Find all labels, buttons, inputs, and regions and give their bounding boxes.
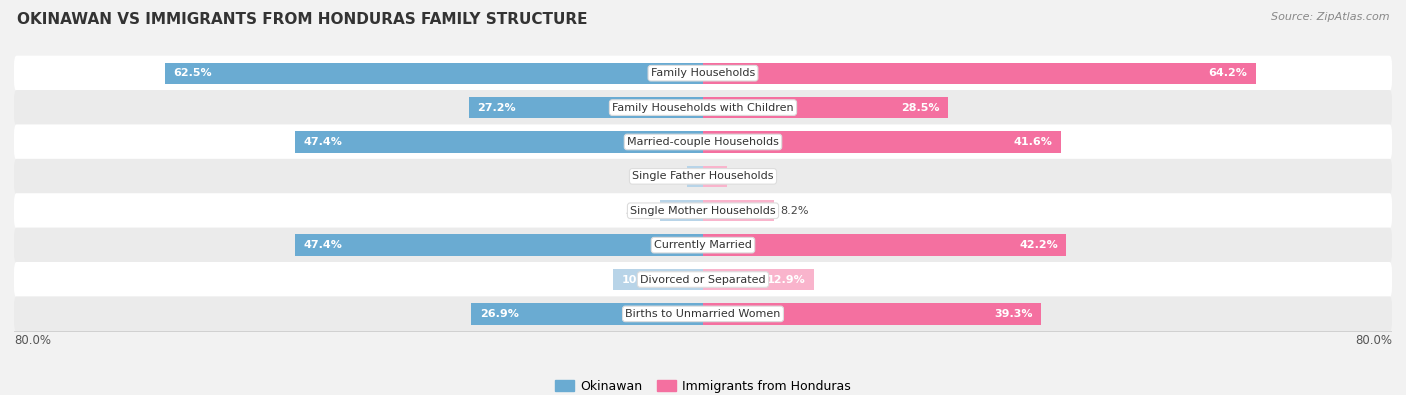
Bar bbox=[703, 97, 949, 118]
Text: 47.4%: 47.4% bbox=[304, 137, 342, 147]
FancyBboxPatch shape bbox=[14, 296, 1392, 331]
Bar bbox=[703, 303, 1042, 325]
Text: 28.5%: 28.5% bbox=[901, 103, 939, 113]
FancyBboxPatch shape bbox=[14, 124, 1392, 160]
Text: 8.2%: 8.2% bbox=[780, 206, 808, 216]
Text: Married-couple Households: Married-couple Households bbox=[627, 137, 779, 147]
Text: 41.6%: 41.6% bbox=[1014, 137, 1053, 147]
Text: 42.2%: 42.2% bbox=[1019, 240, 1057, 250]
Text: Divorced or Separated: Divorced or Separated bbox=[640, 275, 766, 284]
Text: OKINAWAN VS IMMIGRANTS FROM HONDURAS FAMILY STRUCTURE: OKINAWAN VS IMMIGRANTS FROM HONDURAS FAM… bbox=[17, 12, 588, 27]
Text: Currently Married: Currently Married bbox=[654, 240, 752, 250]
FancyBboxPatch shape bbox=[14, 228, 1392, 263]
Bar bbox=[295, 131, 703, 152]
Bar bbox=[703, 269, 814, 290]
Bar bbox=[165, 62, 703, 84]
Text: 1.9%: 1.9% bbox=[651, 171, 679, 181]
Bar bbox=[295, 235, 703, 256]
Text: 39.3%: 39.3% bbox=[994, 309, 1033, 319]
Text: 62.5%: 62.5% bbox=[173, 68, 212, 78]
Text: 10.5%: 10.5% bbox=[621, 275, 659, 284]
Text: Births to Unmarried Women: Births to Unmarried Women bbox=[626, 309, 780, 319]
Bar bbox=[613, 269, 703, 290]
Text: 27.2%: 27.2% bbox=[478, 103, 516, 113]
Text: 26.9%: 26.9% bbox=[479, 309, 519, 319]
Bar bbox=[468, 97, 703, 118]
Text: Single Father Households: Single Father Households bbox=[633, 171, 773, 181]
Text: 2.8%: 2.8% bbox=[734, 171, 762, 181]
Legend: Okinawan, Immigrants from Honduras: Okinawan, Immigrants from Honduras bbox=[550, 375, 856, 395]
Text: Family Households: Family Households bbox=[651, 68, 755, 78]
Text: Single Mother Households: Single Mother Households bbox=[630, 206, 776, 216]
Bar bbox=[703, 62, 1256, 84]
Text: 64.2%: 64.2% bbox=[1208, 68, 1247, 78]
Text: Source: ZipAtlas.com: Source: ZipAtlas.com bbox=[1271, 12, 1389, 22]
Text: 80.0%: 80.0% bbox=[14, 334, 51, 347]
Text: Family Households with Children: Family Households with Children bbox=[612, 103, 794, 113]
Text: 80.0%: 80.0% bbox=[1355, 334, 1392, 347]
Bar bbox=[703, 235, 1066, 256]
Bar bbox=[659, 200, 703, 222]
FancyBboxPatch shape bbox=[14, 262, 1392, 297]
Text: 47.4%: 47.4% bbox=[304, 240, 342, 250]
FancyBboxPatch shape bbox=[14, 56, 1392, 91]
Text: 12.9%: 12.9% bbox=[766, 275, 806, 284]
FancyBboxPatch shape bbox=[14, 193, 1392, 228]
FancyBboxPatch shape bbox=[14, 159, 1392, 194]
Bar bbox=[686, 166, 703, 187]
Bar bbox=[703, 200, 773, 222]
Text: 5.0%: 5.0% bbox=[624, 206, 652, 216]
Bar bbox=[703, 166, 727, 187]
Bar bbox=[471, 303, 703, 325]
Bar bbox=[703, 131, 1062, 152]
FancyBboxPatch shape bbox=[14, 90, 1392, 125]
